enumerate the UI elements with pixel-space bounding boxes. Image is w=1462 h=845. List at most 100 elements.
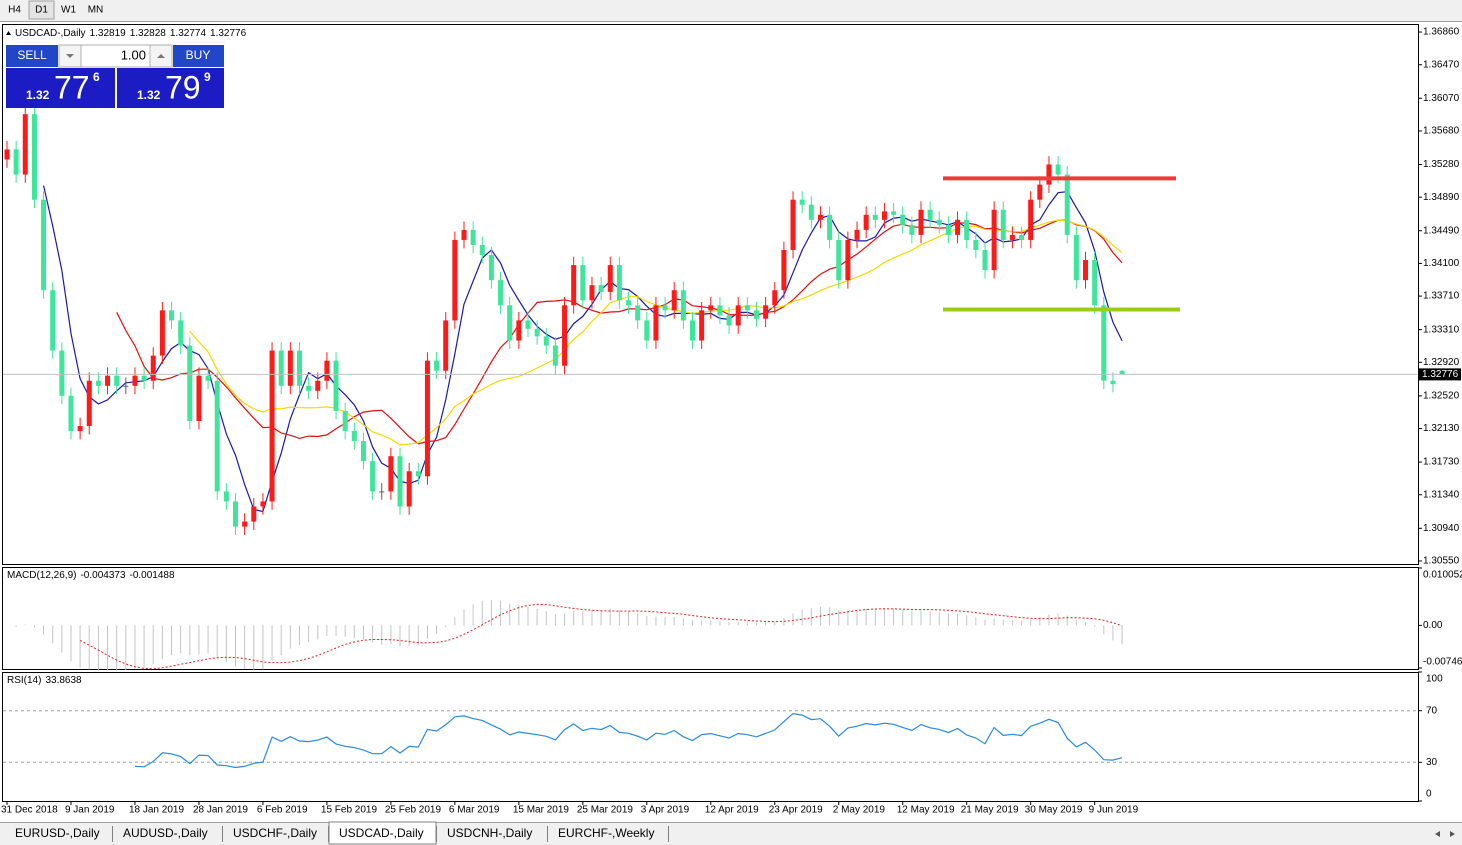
candle-body <box>863 214 869 230</box>
candle-body <box>379 491 385 493</box>
y-tick-label: 1.31340 <box>1423 489 1460 500</box>
candle-body <box>1028 199 1034 240</box>
candle-body <box>690 320 695 341</box>
candle-body <box>159 310 165 356</box>
candle-body <box>1083 260 1089 281</box>
candle-body <box>909 224 915 235</box>
ask-price-box[interactable] <box>117 68 224 108</box>
timeframe-button[interactable] <box>83 1 108 19</box>
candle-body <box>50 290 56 351</box>
candle-body <box>571 265 577 306</box>
candle-body <box>964 219 970 240</box>
buy-button[interactable] <box>173 45 224 67</box>
candle-body <box>626 300 632 306</box>
candle-body <box>635 305 641 321</box>
x-tick-label: 6 Mar 2019 <box>449 805 500 816</box>
spinner-up <box>157 54 165 58</box>
lot-value[interactable]: 1.00 <box>121 47 146 62</box>
tab-label[interactable]: EURCHF-,Weekly <box>558 826 654 840</box>
rsi-field: RSI(14) <box>7 675 41 686</box>
timeframe-button[interactable] <box>56 1 81 19</box>
candle-body <box>607 265 613 292</box>
candle-body <box>955 219 961 235</box>
bid-price-box[interactable] <box>6 68 115 108</box>
bid-pips: 77 <box>54 69 90 105</box>
candle-body <box>616 265 622 301</box>
header-field: USDCAD-,Daily <box>15 28 86 39</box>
candle-body <box>1119 370 1125 375</box>
candle-body <box>196 375 202 421</box>
buy-label[interactable]: BUY <box>186 48 211 62</box>
candle-body <box>817 214 823 220</box>
x-tick-label: 25 Feb 2019 <box>385 805 442 816</box>
tab-label[interactable]: EURUSD-,Daily <box>15 826 100 840</box>
candle-body <box>388 456 394 492</box>
tab-label[interactable]: USDCAD-,Daily <box>339 826 424 840</box>
candle-body <box>13 149 19 175</box>
y-tick-label: 1.32130 <box>1423 423 1460 434</box>
candle-body <box>22 114 28 175</box>
scroll-right[interactable] <box>1450 831 1455 837</box>
header-field: 1.32828 <box>130 28 167 39</box>
candle-body <box>178 320 184 346</box>
candle-body <box>141 375 147 381</box>
timeframe-button[interactable] <box>2 1 27 19</box>
candle-body <box>580 265 586 301</box>
candle-body <box>744 305 750 311</box>
candle-body <box>123 385 129 387</box>
candle-body <box>653 305 659 341</box>
candle-body <box>461 229 467 240</box>
x-tick-label: 18 Jan 2019 <box>129 805 184 816</box>
candle-body <box>854 229 860 240</box>
header-field: 1.32774 <box>170 28 207 39</box>
timeframe-button[interactable] <box>28 0 55 20</box>
candle-body <box>233 501 238 527</box>
candle-body <box>59 350 65 396</box>
candle-body <box>150 355 156 381</box>
y-tick-label: 1.33310 <box>1423 324 1460 335</box>
candle-body <box>644 320 650 341</box>
candle-body <box>671 290 677 311</box>
timeframe-label[interactable]: D1 <box>35 5 48 16</box>
macd-field: MACD(12,26,9) <box>7 570 76 581</box>
candle-body <box>333 360 339 411</box>
candle-body <box>479 244 485 256</box>
candle-body <box>242 521 248 527</box>
rsi-header: RSI(14) 33.8638 <box>7 675 82 686</box>
candle-body <box>351 431 357 442</box>
candle-body <box>1046 164 1052 185</box>
candle-body <box>1037 184 1043 200</box>
x-tick-label: 2 May 2019 <box>833 805 886 816</box>
sell-label[interactable]: SELL <box>17 48 47 62</box>
tab-label[interactable]: USDCNH-,Daily <box>447 826 532 840</box>
macd-field: -0.001488 <box>130 570 175 581</box>
x-tick-label: 9 Jan 2019 <box>65 805 115 816</box>
x-tick-label: 30 May 2019 <box>1025 805 1083 816</box>
candle-body <box>214 380 220 492</box>
candle-body <box>205 375 211 381</box>
timeframe-label[interactable]: H4 <box>8 5 21 16</box>
candle-body <box>562 305 568 366</box>
scroll-left[interactable] <box>1435 831 1440 837</box>
x-tick-label: 31 Dec 2018 <box>1 805 58 816</box>
collapse-icon <box>6 31 11 35</box>
candle-body <box>68 395 74 432</box>
candle-body <box>424 360 430 477</box>
ask-pips: 79 <box>165 69 201 105</box>
candle-body <box>836 239 842 281</box>
candle-body <box>77 426 83 432</box>
timeframe-label[interactable]: W1 <box>61 5 76 16</box>
candle-body <box>1055 164 1061 175</box>
chart-panel <box>2 24 1419 565</box>
tab-label[interactable]: AUDUSD-,Daily <box>123 826 208 840</box>
candle-body <box>41 199 47 291</box>
bid-label: 1.32776 <box>1422 369 1459 380</box>
spinner-down <box>66 54 74 58</box>
tab-label[interactable]: USDCHF-,Daily <box>233 826 317 840</box>
candle-body <box>772 290 778 306</box>
timeframe-label[interactable]: MN <box>88 5 104 16</box>
sell-button[interactable] <box>6 45 58 67</box>
candle-body <box>306 385 312 391</box>
tab-bar <box>0 822 1462 845</box>
bid-point: 6 <box>93 70 100 84</box>
